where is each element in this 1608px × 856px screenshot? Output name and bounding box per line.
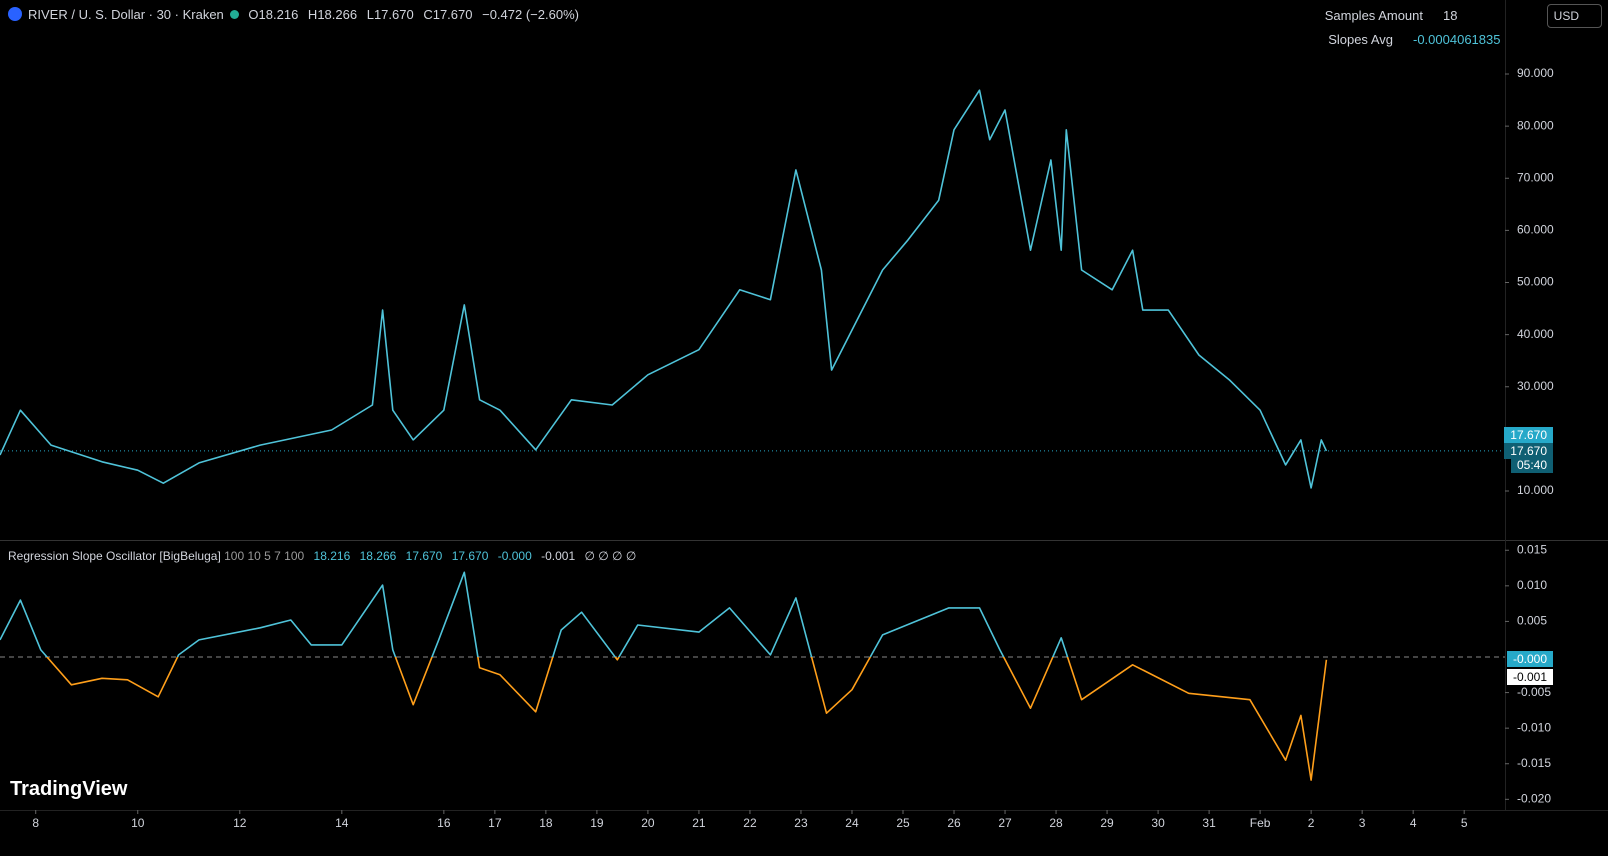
y-tick-label: 90.000 — [1517, 66, 1554, 80]
x-tick-label: 14 — [335, 816, 349, 830]
x-tick-label: 12 — [233, 816, 247, 830]
x-tick-label: 29 — [1100, 816, 1114, 830]
y-tick-label: 10.000 — [1517, 483, 1554, 497]
x-tick-label: 21 — [692, 816, 706, 830]
y-tick-label: 0.015 — [1517, 542, 1547, 556]
y-tick-label: 0.010 — [1517, 578, 1547, 592]
ohlc-value: 17.670 — [432, 7, 473, 22]
x-tick-label: 26 — [947, 816, 961, 830]
series-line — [0, 571, 1328, 781]
indicator-name[interactable]: Regression Slope Oscillator [BigBeluga] — [8, 549, 221, 563]
indicator-value: 18.216 — [313, 549, 351, 563]
x-tick-label: 2 — [1308, 816, 1315, 830]
y-tick-label: 80.000 — [1517, 118, 1554, 132]
indicator-value: 17.670 — [405, 549, 443, 563]
x-tick-label: 28 — [1049, 816, 1063, 830]
ohlc-key: L — [366, 7, 374, 22]
status-dot — [229, 10, 239, 19]
currency-button[interactable]: USD — [1546, 4, 1602, 28]
x-tick-label: 20 — [641, 816, 655, 830]
x-tick-label: 19 — [590, 816, 604, 830]
osc-tag: -0.001 — [1506, 669, 1553, 685]
symbol[interactable]: RIVER / U. S. Dollar · 30 · Kraken — [28, 7, 224, 22]
series-line — [0, 89, 1328, 489]
price-tag: 17.670 — [1504, 443, 1553, 459]
x-tick-label: 31 — [1202, 816, 1216, 830]
x-tick-label: Feb — [1250, 816, 1271, 830]
x-tick-label: 4 — [1410, 816, 1417, 830]
indicator-value: 17.670 — [451, 549, 489, 563]
osc-tag: -0.000 — [1506, 651, 1553, 667]
ohlc-key: C — [423, 7, 433, 22]
y-tick-label: 70.000 — [1517, 170, 1554, 184]
y-tick-label: -0.010 — [1517, 720, 1551, 734]
symbol-icon — [8, 7, 22, 21]
x-tick-label: 18 — [539, 816, 553, 830]
ohlc-value: 17.670 — [373, 7, 414, 22]
x-tick-label: 27 — [998, 816, 1012, 830]
x-tick-label: 24 — [845, 816, 859, 830]
x-tick-label: 3 — [1359, 816, 1366, 830]
y-tick-label: -0.020 — [1517, 791, 1551, 805]
indicator-value: -0.000 — [497, 549, 532, 563]
ohlc-key: O — [248, 7, 259, 22]
brand-logo: TradingView — [10, 778, 128, 800]
indicator-legend: Regression Slope Oscillator [BigBeluga] … — [8, 549, 636, 563]
y-tick-label: 40.000 — [1517, 327, 1554, 341]
stats-table: Samples Amount 18 Slopes Avg -0.0004061835 — [1325, 8, 1503, 56]
x-tick-label: 5 — [1461, 816, 1468, 830]
row: Samples Amount 18 — [1325, 8, 1503, 32]
cell: Slopes Avg — [1328, 32, 1393, 47]
x-tick-label: 22 — [743, 816, 757, 830]
y-tick-label: -0.005 — [1517, 685, 1551, 699]
change: −0.472 (−2.60%) — [482, 7, 579, 22]
cell: Samples Amount — [1324, 8, 1423, 23]
price-tag: 17.670 — [1504, 427, 1553, 443]
row: Slopes Avg -0.0004061835 — [1325, 32, 1503, 56]
ohlc-value: 18.266 — [317, 7, 358, 22]
x-tick-label: 17 — [488, 816, 502, 830]
x-tick-label: 25 — [896, 816, 910, 830]
x-tick-label: 30 — [1151, 816, 1165, 830]
x-tick-label: 16 — [437, 816, 451, 830]
y-tick-label: 0.005 — [1517, 614, 1547, 628]
x-tick-label: 10 — [131, 816, 145, 830]
indicator-value: -0.001 — [541, 549, 576, 563]
price-tag: 05:40 — [1510, 457, 1553, 473]
cell: 18 — [1443, 8, 1458, 23]
indicator-params: 100 10 5 7 100 — [224, 549, 305, 563]
y-tick-label: 30.000 — [1517, 379, 1554, 393]
y-tick-label: 60.000 — [1517, 223, 1554, 237]
indicator-empty: ∅ ∅ ∅ ∅ — [584, 549, 637, 563]
y-tick-label: -0.015 — [1517, 756, 1551, 770]
ohlc-key: H — [307, 7, 318, 22]
y-tick-label: 50.000 — [1517, 275, 1554, 289]
ohlc-value: 18.216 — [258, 7, 299, 22]
cell: -0.0004061835 — [1413, 32, 1501, 47]
x-tick-label: 23 — [794, 816, 808, 830]
x-tick-label: 8 — [32, 816, 39, 830]
symbol-header: RIVER / U. S. Dollar · 30 · Kraken O18.2… — [8, 7, 585, 22]
indicator-value: 18.266 — [359, 549, 397, 563]
